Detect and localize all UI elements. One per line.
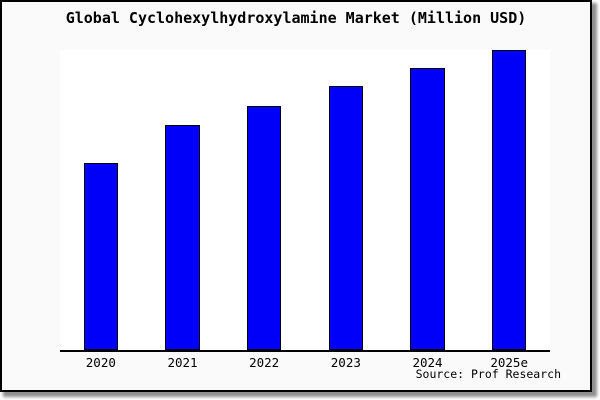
plot-area: 2020 2021 2022 2023 2024 2025e bbox=[60, 50, 550, 369]
source-note: Source: Prof Research bbox=[415, 367, 561, 381]
bar-2025e bbox=[492, 50, 527, 350]
x-tick-label-2020: 2020 bbox=[85, 355, 116, 370]
bar-2024 bbox=[410, 68, 445, 350]
x-tick-label-2023: 2023 bbox=[330, 355, 361, 370]
x-tick-label-2025e: 2025e bbox=[490, 355, 528, 370]
chart-title: Global Cyclohexylhydroxylamine Market (M… bbox=[65, 9, 527, 27]
bar-2021 bbox=[165, 125, 200, 350]
x-tick-label-2021: 2021 bbox=[167, 355, 198, 370]
bar-2023 bbox=[328, 86, 363, 350]
bar-2022 bbox=[247, 105, 282, 350]
x-tick-label-2024: 2024 bbox=[412, 355, 443, 370]
chart-figure: Global Cyclohexylhydroxylamine Market (M… bbox=[0, 0, 592, 392]
x-tick-label-2022: 2022 bbox=[249, 355, 280, 370]
bar-2020 bbox=[83, 162, 118, 350]
